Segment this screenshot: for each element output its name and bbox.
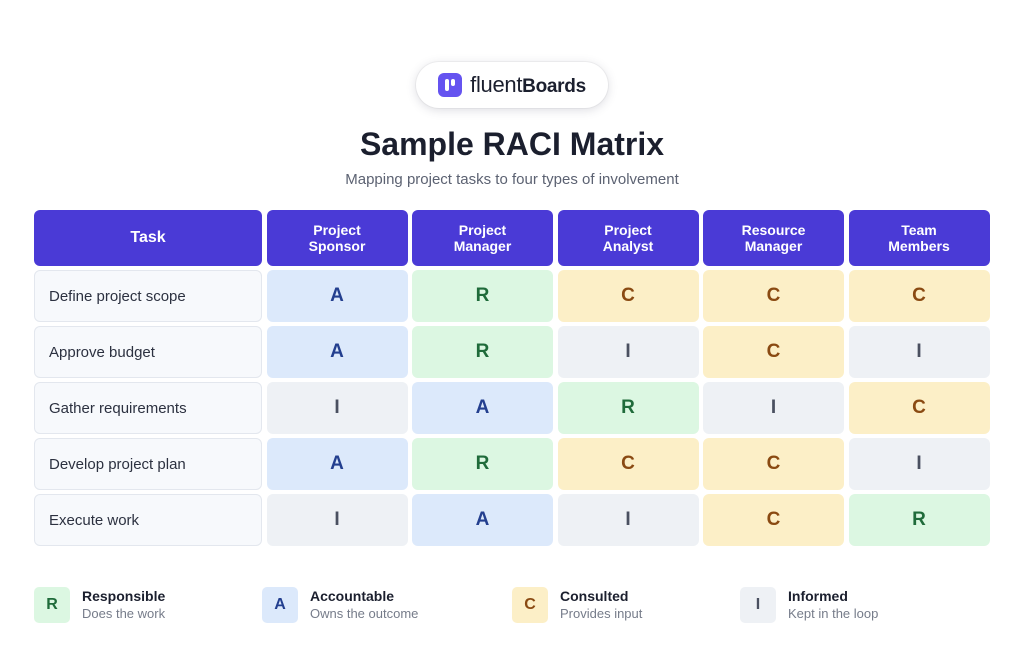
raci-cell-project-sponsor: A xyxy=(266,326,408,378)
legend-name: Consulted xyxy=(560,588,629,604)
logo-text: fluentBoards xyxy=(470,72,586,98)
raci-cell-project-analyst: I xyxy=(557,326,699,378)
legend-text: Informed Kept in the loop xyxy=(788,587,878,623)
legend-code: A xyxy=(262,587,298,623)
raci-cell-project-manager: A xyxy=(412,382,553,434)
raci-cell-resource-manager: C xyxy=(703,494,844,546)
raci-cell-project-analyst: I xyxy=(557,494,699,546)
task-label: Execute work xyxy=(34,494,262,546)
legend-description: Does the work xyxy=(82,606,166,621)
raci-cell-project-analyst: C xyxy=(557,270,699,322)
logo-text-bold: Boards xyxy=(522,76,586,97)
legend-text: Accountable Owns the outcome xyxy=(310,587,418,623)
task-label: Gather requirements xyxy=(34,382,262,434)
raci-cell-project-manager: A xyxy=(412,494,553,546)
raci-cell-project-manager: R xyxy=(412,270,553,322)
task-label: Approve budget xyxy=(34,326,262,378)
raci-cell-project-sponsor: I xyxy=(266,382,408,434)
raci-cell-project-sponsor: A xyxy=(266,270,408,322)
task-label: Define project scope xyxy=(34,270,262,322)
legend-item-consulted: C Consulted Provides input xyxy=(512,587,642,623)
legend-description: Provides input xyxy=(560,606,643,621)
column-header-task: Task xyxy=(34,210,262,266)
column-header-project-sponsor: Project Sponsor xyxy=(266,210,408,266)
raci-cell-team-members: I xyxy=(848,438,990,490)
legend-item-responsible: R Responsible Does the work xyxy=(34,587,165,623)
raci-cell-resource-manager: C xyxy=(703,438,844,490)
page-subtitle: Mapping project tasks to four types of i… xyxy=(345,171,679,188)
legend-item-accountable: A Accountable Owns the outcome xyxy=(262,587,418,623)
column-header-resource-manager: Resource Manager xyxy=(703,210,844,266)
raci-cell-team-members: R xyxy=(848,494,990,546)
legend-name: Responsible xyxy=(82,588,166,604)
legend-description: Owns the outcome xyxy=(310,606,419,621)
raci-matrix: Task Project Sponsor Project Manager Projec… xyxy=(34,210,990,546)
raci-cell-project-analyst: R xyxy=(557,382,699,434)
task-label: Develop project plan xyxy=(34,438,262,490)
legend-code: R xyxy=(34,587,70,623)
fluentboards-logo-icon xyxy=(438,73,463,97)
raci-cell-project-manager: R xyxy=(412,438,553,490)
legend-name: Accountable xyxy=(310,588,395,604)
column-header-project-manager: Project Manager xyxy=(412,210,553,266)
logo: fluentBoards xyxy=(416,62,608,108)
logo-text-light: fluent xyxy=(470,72,523,97)
legend-text: Consulted Provides input xyxy=(560,587,642,623)
raci-cell-project-manager: R xyxy=(412,326,553,378)
column-header-team-members: Team Members xyxy=(848,210,990,266)
raci-cell-team-members: C xyxy=(848,270,990,322)
raci-cell-resource-manager: C xyxy=(703,326,844,378)
raci-cell-resource-manager: I xyxy=(703,382,844,434)
raci-cell-project-analyst: C xyxy=(557,438,699,490)
raci-cell-project-sponsor: A xyxy=(266,438,408,490)
raci-cell-team-members: I xyxy=(848,326,990,378)
page-title: Sample RACI Matrix xyxy=(359,126,665,162)
raci-cell-team-members: C xyxy=(848,382,990,434)
legend-text: Responsible Does the work xyxy=(82,587,165,623)
legend-name: Informed xyxy=(788,588,848,604)
legend-code: C xyxy=(512,587,548,623)
column-header-project-analyst: Project Analyst xyxy=(557,210,699,266)
legend-item-informed: I Informed Kept in the loop xyxy=(740,587,878,623)
legend-code: I xyxy=(740,587,776,623)
raci-cell-project-sponsor: I xyxy=(266,494,408,546)
raci-cell-resource-manager: C xyxy=(703,270,844,322)
legend-description: Kept in the loop xyxy=(788,606,879,621)
